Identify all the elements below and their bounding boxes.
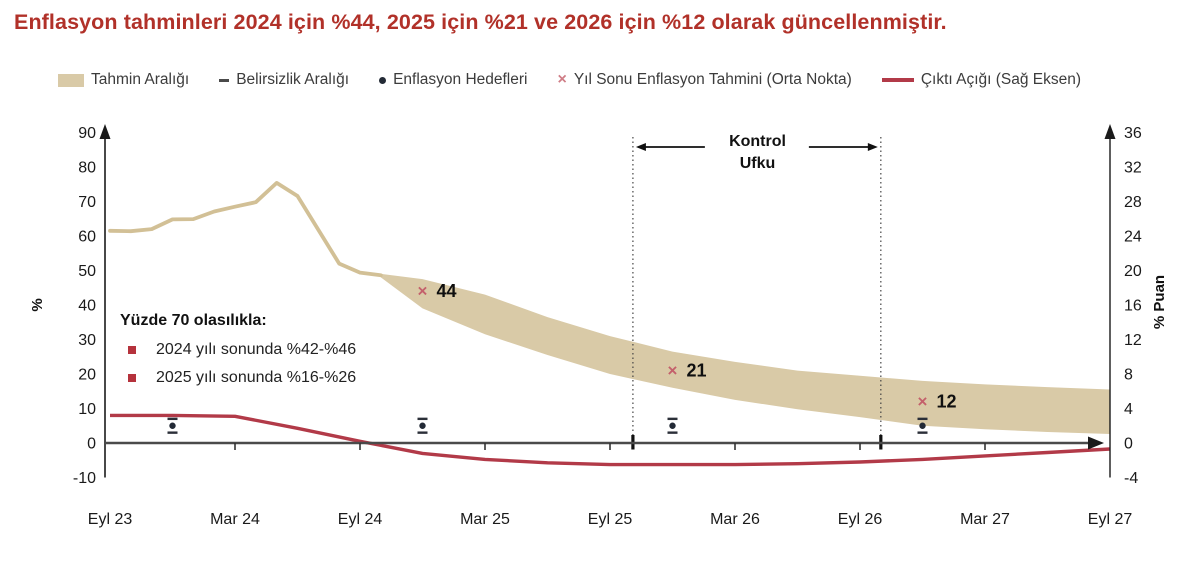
up-arrowhead-icon xyxy=(99,124,111,139)
left-axis-tick-label: 60 xyxy=(78,229,96,246)
inflation-history-line xyxy=(108,181,383,278)
line-swatch-icon xyxy=(881,78,914,82)
legend-item-inflation-targets: Enflasyon Hedefleri xyxy=(379,71,527,89)
yearend-forecast-x-marker: × xyxy=(918,392,928,411)
left-axis-tick-label: -10 xyxy=(73,470,96,487)
left-axis-tick-label: 10 xyxy=(78,401,96,418)
x-tick-label: Eyl 26 xyxy=(838,511,883,528)
dash-marker-icon xyxy=(219,79,230,82)
right-arrowhead-icon xyxy=(1088,436,1104,450)
legend-item-yearend-forecast: × Yıl Sonu Enflasyon Tahmini (Orta Nokta… xyxy=(557,71,851,89)
probability-annotation: Yüzde 70 olasılıkla: 2024 yılı sonunda %… xyxy=(120,312,356,397)
x-tick-label: Mar 26 xyxy=(710,511,760,528)
legend-label: Çıktı Açığı (Sağ Eksen) xyxy=(920,71,1082,88)
legend-label: Enflasyon Hedefleri xyxy=(393,71,528,88)
right-arrowhead-icon xyxy=(867,143,878,151)
inflation-target-dot xyxy=(419,422,426,429)
x-tick-label: Mar 25 xyxy=(460,511,510,528)
left-axis-tick-label: 80 xyxy=(78,160,96,177)
right-axis-tick-label: 28 xyxy=(1124,194,1142,211)
right-axis-tick-label: 32 xyxy=(1124,160,1142,177)
right-axis-tick-label: 16 xyxy=(1124,298,1142,315)
right-axis-tick-label: -4 xyxy=(1124,470,1138,487)
legend-label: Belirsizlik Aralığı xyxy=(236,71,350,88)
dot-marker-icon xyxy=(379,76,387,84)
right-axis-tick-label: 12 xyxy=(1124,332,1142,349)
left-axis-tick-label: 20 xyxy=(78,367,96,384)
x-tick-label: Eyl 23 xyxy=(88,511,133,528)
annotation-text: 2024 yılı sonunda %42-%46 xyxy=(156,341,357,358)
right-axis-tick-label: 20 xyxy=(1124,263,1142,280)
x-tick-label: Eyl 24 xyxy=(338,511,383,528)
x-tick-label: Mar 24 xyxy=(210,511,260,528)
inflation-target-dot xyxy=(919,422,926,429)
legend-label: Tahmin Aralığı xyxy=(91,71,190,88)
x-tick-label: Eyl 27 xyxy=(1088,511,1133,528)
yearend-forecast-value: 12 xyxy=(937,392,957,412)
left-axis-tick-label: 50 xyxy=(78,263,96,280)
right-axis-tick-label: 8 xyxy=(1124,367,1133,384)
legend-item-forecast-range: Tahmin Aralığı xyxy=(58,71,189,89)
legend-item-output-gap: Çıktı Açığı (Sağ Eksen) xyxy=(881,71,1082,89)
forecast-band-swatch-icon xyxy=(58,73,84,87)
left-axis-tick-label: 0 xyxy=(87,436,96,453)
annotation-bullet-2025: 2025 yılı sonunda %16-%26 xyxy=(120,369,356,387)
right-axis-tick-label: 4 xyxy=(1124,401,1133,418)
legend: Tahmin Aralığı Belirsizlik Aralığı Enfla… xyxy=(58,68,1188,92)
control-horizon-label: Kontrol Ufku xyxy=(660,131,855,176)
right-axis-unit-label: % Puan xyxy=(1151,275,1168,329)
inflation-target-dot xyxy=(169,422,176,429)
right-axis-tick-label: 0 xyxy=(1124,436,1133,453)
forecast-band xyxy=(380,273,1110,434)
inflation-target-dot xyxy=(669,422,676,429)
left-arrowhead-icon xyxy=(635,143,646,151)
square-bullet-icon xyxy=(128,346,136,354)
output-gap-line xyxy=(110,413,1111,467)
legend-item-uncertainty-range: Belirsizlik Aralığı xyxy=(219,71,349,89)
annotation-text: 2025 yılı sonunda %16-%26 xyxy=(156,369,357,386)
left-axis-unit-label: % xyxy=(29,298,46,311)
annotation-bullet-2024: 2024 yılı sonunda %42-%46 xyxy=(120,341,356,359)
left-axis-tick-label: 30 xyxy=(78,332,96,349)
left-axis-tick-label: 90 xyxy=(78,125,96,142)
left-axis-tick-label: 40 xyxy=(78,298,96,315)
yearend-forecast-x-marker: × xyxy=(668,361,678,380)
left-axis-tick-label: 70 xyxy=(78,194,96,211)
chart-title: Enflasyon tahminleri 2024 için %44, 2025… xyxy=(14,10,947,34)
yearend-forecast-value: 44 xyxy=(437,281,457,301)
control-horizon-line1: Kontrol xyxy=(729,133,786,150)
right-axis-tick-label: 24 xyxy=(1124,229,1142,246)
yearend-forecast-value: 21 xyxy=(687,361,707,381)
right-axis-tick-label: 36 xyxy=(1124,125,1142,142)
square-bullet-icon xyxy=(128,374,136,382)
control-horizon-line2: Ufku xyxy=(739,155,776,173)
up-arrowhead-icon xyxy=(1104,124,1116,139)
legend-label: Yıl Sonu Enflasyon Tahmini (Orta Nokta) xyxy=(573,71,852,88)
yearend-forecast-x-marker: × xyxy=(418,282,428,301)
x-marker-icon: × xyxy=(557,71,567,88)
x-tick-label: Eyl 25 xyxy=(588,511,633,528)
annotation-heading: Yüzde 70 olasılıkla: xyxy=(120,312,267,329)
x-tick-label: Mar 27 xyxy=(960,511,1010,528)
